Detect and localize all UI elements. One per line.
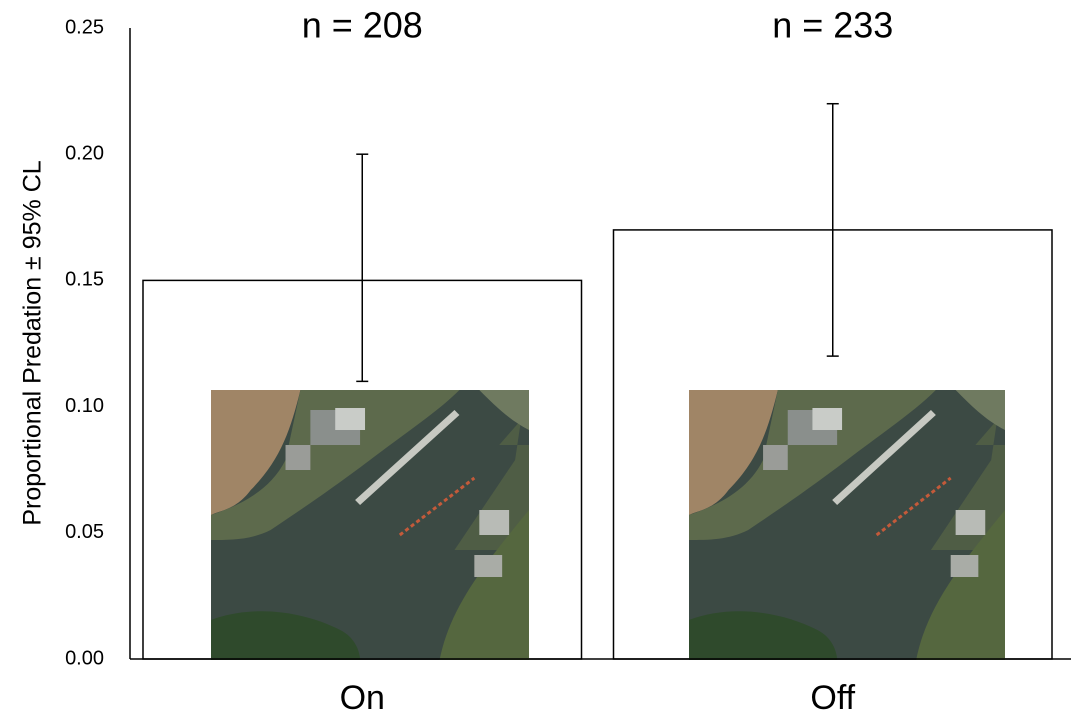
- y-tick-label: 0.15: [65, 269, 104, 291]
- y-tick-label: 0.20: [65, 142, 104, 164]
- x-tick-label: Off: [810, 679, 855, 717]
- annotation: n = 233: [772, 5, 893, 46]
- y-tick-label: 0.00: [65, 647, 104, 669]
- chart: Proportional Predation ± 95% CL 0.00 0.05…: [0, 0, 1071, 719]
- y-tick-label: 0.05: [65, 521, 104, 543]
- x-tick-label: On: [340, 679, 385, 717]
- y-tick-label: 0.25: [65, 16, 104, 38]
- y-tick-label: 0.10: [65, 395, 104, 417]
- aerial-photo: [211, 390, 529, 660]
- aerial-photo: [689, 390, 1005, 660]
- annotation: n = 208: [302, 5, 423, 46]
- y-axis-label: Proportional Predation ± 95% CL: [19, 160, 47, 525]
